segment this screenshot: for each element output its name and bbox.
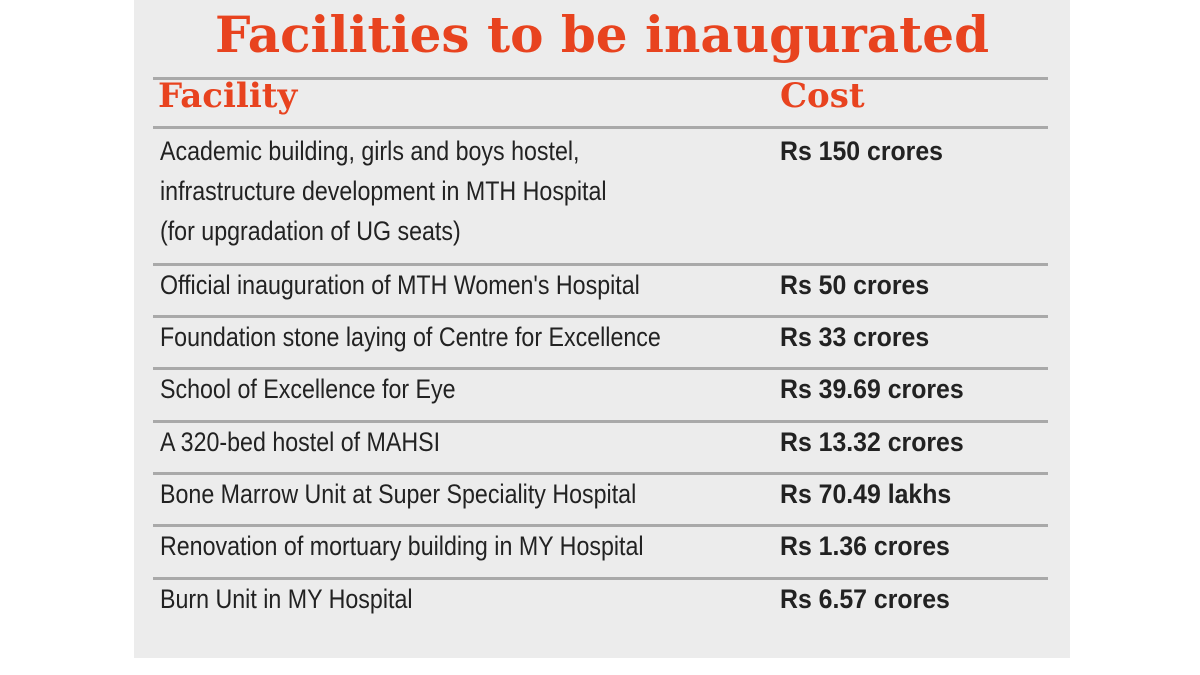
column-header-cost: Cost [780, 76, 865, 116]
infographic-panel [134, 0, 1070, 658]
table-row-cost: Rs 1.36 crores [780, 531, 950, 561]
table-row-facility: (for upgradation of UG seats) [160, 216, 461, 246]
row-divider-rule [153, 420, 1048, 423]
table-row-cost: Rs 70.49 lakhs [780, 479, 952, 509]
table-row-cost: Rs 13.32 crores [780, 427, 964, 457]
row-divider-rule [153, 367, 1048, 370]
table-row-facility: A 320-bed hostel of MAHSI [160, 427, 441, 457]
table-row-cost: Rs 39.69 crores [780, 374, 964, 404]
table-row-facility: School of Excellence for Eye [160, 374, 456, 404]
table-row-cost: Rs 6.57 crores [780, 584, 950, 614]
infographic-title: Facilities to be inaugurated [214, 5, 990, 64]
row-divider-rule [153, 263, 1048, 266]
row-divider-rule [153, 315, 1048, 318]
table-row-facility: Official inauguration of MTH Women's Hos… [160, 270, 640, 300]
table-row-facility: Renovation of mortuary building in MY Ho… [160, 531, 644, 561]
table-row-cost: Rs 33 crores [780, 322, 930, 352]
column-header-facility: Facility [158, 76, 298, 116]
header-divider-rule [153, 126, 1048, 129]
row-divider-rule [153, 472, 1048, 475]
table-row-cost: Rs 150 crores [780, 136, 943, 166]
table-row-cost: Rs 50 crores [780, 270, 930, 300]
table-row-facility: Foundation stone laying of Centre for Ex… [160, 322, 661, 352]
row-divider-rule [153, 524, 1048, 527]
table-row-facility: infrastructure development in MTH Hospit… [160, 176, 607, 206]
table-top-rule [153, 77, 1048, 80]
row-divider-rule [153, 577, 1048, 580]
table-row-facility: Academic building, girls and boys hostel… [160, 136, 580, 166]
table-row-facility: Bone Marrow Unit at Super Speciality Hos… [160, 479, 637, 509]
table-row-facility: Burn Unit in MY Hospital [160, 584, 413, 614]
